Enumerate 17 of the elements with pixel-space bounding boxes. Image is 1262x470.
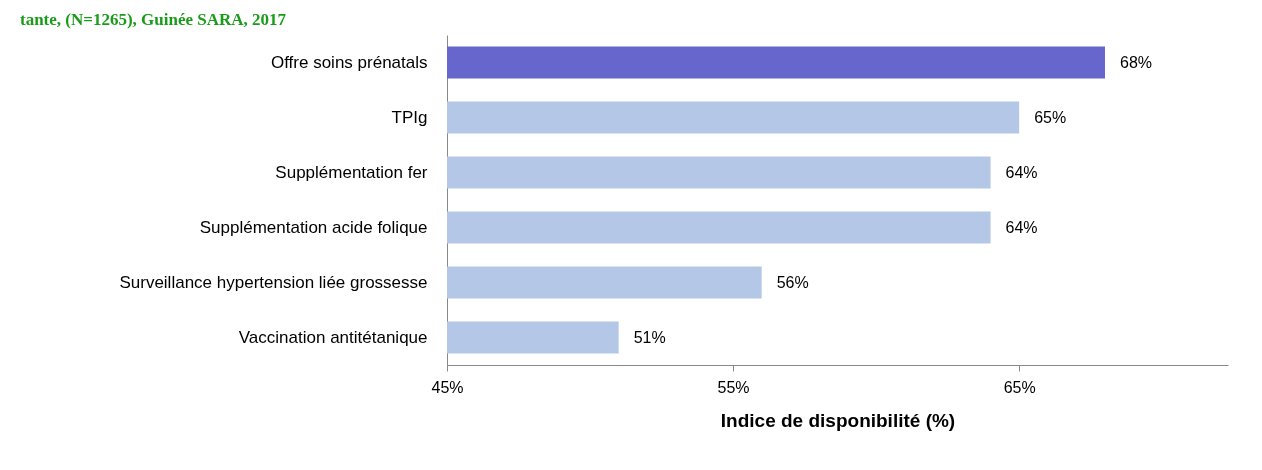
x-tick-label: 45% [431, 378, 464, 396]
x-tick-label: 55% [717, 378, 750, 396]
x-tick-label: 65% [1003, 378, 1036, 396]
y-tick-label: Vaccination antitétanique [238, 327, 428, 347]
data-label: 68% [1119, 53, 1153, 71]
data-label: 64% [1005, 163, 1038, 181]
data-label: 64% [1005, 218, 1038, 236]
y-tick-label: Supplémentation acide folique [199, 217, 428, 237]
text: tante, (N=1265), Guinée SARA, 2017 [20, 10, 287, 29]
data-label: 56% [776, 273, 809, 291]
y-tick-label: Offre soins prénatals [270, 52, 428, 72]
y-tick-label: TPIg [391, 107, 428, 127]
x-axis-title: Indice de disponibilité (%) [720, 409, 956, 431]
data-label: 51% [633, 328, 666, 346]
y-tick-label: Supplémentation fer [275, 162, 428, 182]
y-tick-label: Surveillance hypertension liée grossesse [119, 272, 428, 292]
data-label: 65% [1034, 108, 1067, 126]
